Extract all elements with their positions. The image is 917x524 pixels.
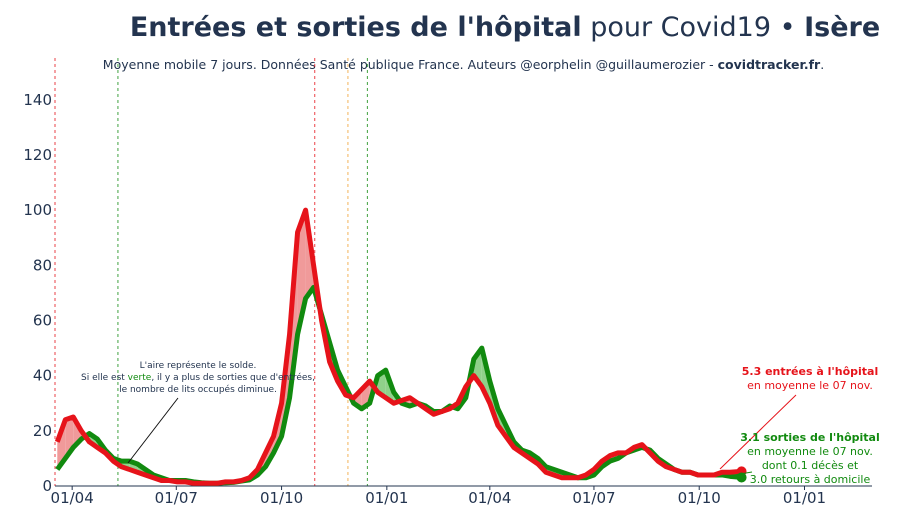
subtitle-text: Moyenne mobile 7 jours. Données Santé pu… (102, 57, 718, 72)
subtitle-end: . (820, 57, 825, 72)
annotation-entrees-arrow (719, 394, 797, 470)
annotation-entrees-line1: 5.3 entrées à l'hôpital (742, 365, 878, 378)
annotation-sorties-line2: en moyenne le 07 nov. (747, 445, 873, 458)
series-line-entrees (54, 207, 742, 486)
x-tick-label: 01/04 (468, 489, 511, 507)
chart-subtitle: Moyenne mobile 7 jours. Données Santé pu… (0, 57, 917, 72)
subtitle-link: covidtracker.fr (717, 57, 821, 72)
y-tick-label: 40 (33, 367, 52, 385)
annotation-sorties-line1: 3.1 sorties de l'hôpital (740, 431, 880, 444)
x-tick-label: 01/01 (365, 489, 408, 507)
annotation-sorties-line4: 3.0 retours à domicile (750, 473, 871, 486)
balance-area (57, 210, 742, 484)
x-tick-label: 01/04 (51, 489, 94, 507)
y-tick-label: 140 (23, 91, 52, 109)
series-lines (54, 207, 747, 486)
title-bold-region: Isère (804, 12, 881, 43)
annotation-left-line1: L'aire représente le solde. (140, 360, 257, 371)
annotations: L'aire représente le solde. Si elle est … (81, 360, 880, 486)
y-tick-label: 20 (33, 422, 52, 440)
x-tick-label: 01/07 (155, 489, 198, 507)
annotation-left-arrow (127, 397, 179, 464)
x-tick-label: 01/07 (572, 489, 615, 507)
title-bold-main: Entrées et sorties de l'hôpital (129, 12, 582, 43)
title-normal: pour Covid19 • (581, 12, 805, 43)
axes: 0 20 40 60 80 100 120 140 01/04 01/07 01/10 01/01 01… (23, 91, 872, 507)
last-point-sorties (736, 472, 747, 483)
annotation-left-part2: , il y a plus de sorties que d'entrées, (151, 372, 315, 383)
y-tick-label: 100 (23, 201, 52, 219)
y-tick-label: 120 (23, 146, 52, 164)
chart-title: Entrées et sorties de l'hôpital pour Cov… (0, 12, 917, 43)
annotation-left-line3: le nombre de lits occupés diminue. (119, 384, 277, 395)
y-tick-label: 60 (33, 311, 52, 329)
annotation-left-part1: Si elle est (81, 373, 128, 383)
x-tick-label: 01/10 (678, 489, 721, 507)
y-tick-label: 0 (42, 477, 52, 495)
x-tick-label: 01/01 (783, 489, 826, 507)
annotation-left-green: verte (128, 373, 152, 383)
annotation-left-line2: Si elle est verte, il y a plus de sortie… (81, 372, 315, 383)
vertical-markers (54, 58, 368, 486)
annotation-sorties-arrow (721, 471, 753, 478)
annotation-entrees-line2: en moyenne le 07 nov. (747, 379, 873, 392)
x-tick-label: 01/10 (260, 489, 303, 507)
annotation-sorties-line3: dont 0.1 décès et (762, 459, 859, 472)
y-tick-label: 80 (33, 256, 52, 274)
